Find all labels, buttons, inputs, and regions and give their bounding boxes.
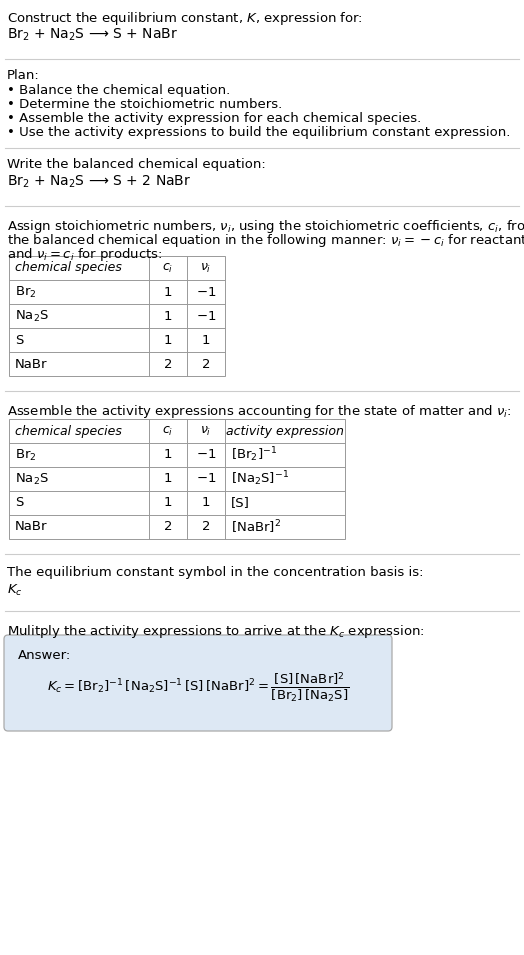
Text: Mulitply the activity expressions to arrive at the $K_c$ expression:: Mulitply the activity expressions to arr… bbox=[7, 623, 425, 640]
Text: • Determine the stoichiometric numbers.: • Determine the stoichiometric numbers. bbox=[7, 98, 282, 111]
Text: S: S bbox=[15, 333, 24, 347]
FancyBboxPatch shape bbox=[4, 635, 392, 731]
Text: 1: 1 bbox=[163, 333, 172, 347]
Text: NaBr: NaBr bbox=[15, 520, 48, 534]
Text: $\nu_i$: $\nu_i$ bbox=[200, 262, 212, 274]
Text: 1: 1 bbox=[163, 497, 172, 510]
Text: S: S bbox=[15, 497, 24, 510]
Text: $-1$: $-1$ bbox=[196, 309, 216, 323]
Text: $K_c = [\mathrm{Br_2}]^{-1}\,[\mathrm{Na_2S}]^{-1}\,[\mathrm{S}]\,[\mathrm{NaBr}: $K_c = [\mathrm{Br_2}]^{-1}\,[\mathrm{Na… bbox=[47, 670, 349, 704]
Text: 1: 1 bbox=[202, 333, 210, 347]
Text: Br$_2$: Br$_2$ bbox=[15, 448, 37, 462]
Text: NaBr: NaBr bbox=[15, 357, 48, 371]
Text: 1: 1 bbox=[163, 286, 172, 299]
Text: the balanced chemical equation in the following manner: $\nu_i = -c_i$ for react: the balanced chemical equation in the fo… bbox=[7, 232, 524, 249]
Text: Assign stoichiometric numbers, $\nu_i$, using the stoichiometric coefficients, $: Assign stoichiometric numbers, $\nu_i$, … bbox=[7, 218, 524, 235]
Text: $-1$: $-1$ bbox=[196, 473, 216, 485]
Text: chemical species: chemical species bbox=[15, 262, 122, 274]
Text: $\nu_i$: $\nu_i$ bbox=[200, 424, 212, 437]
Text: Assemble the activity expressions accounting for the state of matter and $\nu_i$: Assemble the activity expressions accoun… bbox=[7, 403, 512, 420]
Text: Br$_2$ + Na$_2$S ⟶ S + NaBr: Br$_2$ + Na$_2$S ⟶ S + NaBr bbox=[7, 27, 178, 43]
Text: • Use the activity expressions to build the equilibrium constant expression.: • Use the activity expressions to build … bbox=[7, 126, 510, 139]
Text: Na$_2$S: Na$_2$S bbox=[15, 472, 49, 486]
Text: $[\mathrm{Na_2S}]^{-1}$: $[\mathrm{Na_2S}]^{-1}$ bbox=[231, 470, 289, 488]
Text: 2: 2 bbox=[163, 357, 172, 371]
Text: The equilibrium constant symbol in the concentration basis is:: The equilibrium constant symbol in the c… bbox=[7, 566, 423, 579]
Text: $c_i$: $c_i$ bbox=[162, 424, 173, 437]
Text: $[\mathrm{Br_2}]^{-1}$: $[\mathrm{Br_2}]^{-1}$ bbox=[231, 446, 277, 464]
Text: and $\nu_i = c_i$ for products:: and $\nu_i = c_i$ for products: bbox=[7, 246, 162, 263]
Text: Br$_2$: Br$_2$ bbox=[15, 285, 37, 300]
Text: $-1$: $-1$ bbox=[196, 286, 216, 299]
Bar bbox=[9, 256, 225, 376]
Text: 2: 2 bbox=[202, 520, 210, 534]
Text: Construct the equilibrium constant, $K$, expression for:: Construct the equilibrium constant, $K$,… bbox=[7, 10, 363, 27]
Text: $c_i$: $c_i$ bbox=[162, 262, 173, 274]
Text: 1: 1 bbox=[163, 473, 172, 485]
Text: activity expression: activity expression bbox=[226, 425, 344, 437]
Text: 2: 2 bbox=[163, 520, 172, 534]
Text: $K_c$: $K_c$ bbox=[7, 583, 23, 598]
Text: chemical species: chemical species bbox=[15, 425, 122, 437]
Text: $[\mathrm{NaBr}]^2$: $[\mathrm{NaBr}]^2$ bbox=[231, 519, 281, 536]
Text: 1: 1 bbox=[163, 309, 172, 323]
Text: 1: 1 bbox=[163, 449, 172, 461]
Text: [S]: [S] bbox=[231, 497, 250, 510]
Bar bbox=[9, 419, 345, 539]
Text: Write the balanced chemical equation:: Write the balanced chemical equation: bbox=[7, 158, 266, 171]
Text: Plan:: Plan: bbox=[7, 69, 40, 82]
Text: $-1$: $-1$ bbox=[196, 449, 216, 461]
Text: • Balance the chemical equation.: • Balance the chemical equation. bbox=[7, 84, 230, 97]
Text: Na$_2$S: Na$_2$S bbox=[15, 308, 49, 324]
Text: Answer:: Answer: bbox=[18, 649, 71, 662]
Text: Br$_2$ + Na$_2$S ⟶ S + 2 NaBr: Br$_2$ + Na$_2$S ⟶ S + 2 NaBr bbox=[7, 174, 191, 190]
Text: • Assemble the activity expression for each chemical species.: • Assemble the activity expression for e… bbox=[7, 112, 421, 125]
Text: 2: 2 bbox=[202, 357, 210, 371]
Text: 1: 1 bbox=[202, 497, 210, 510]
